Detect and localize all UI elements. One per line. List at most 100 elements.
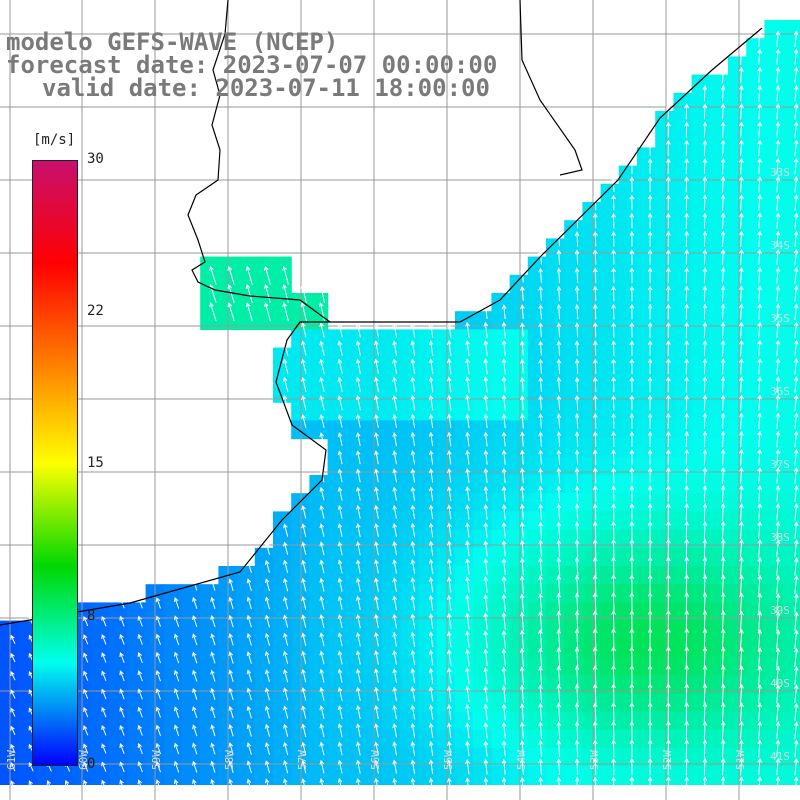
wind-arrow — [337, 340, 343, 356]
wind-arrow — [702, 430, 708, 448]
wind-arrow — [757, 321, 762, 339]
wind-speed-cell — [382, 365, 401, 385]
wind-arrow — [702, 592, 708, 614]
wind-arrow — [228, 778, 234, 792]
wind-arrow — [757, 647, 763, 668]
wind-arrow — [264, 302, 271, 322]
wind-speed-cell — [618, 311, 638, 330]
wind-speed-cell — [637, 165, 656, 185]
wind-speed-cell — [345, 529, 365, 549]
wind-speed-cell — [473, 456, 492, 476]
wind-arrow — [465, 540, 470, 557]
wind-speed-cell — [182, 620, 201, 640]
wind-arrow — [465, 449, 470, 465]
wind-speed-cell — [455, 566, 474, 585]
wind-arrow — [720, 466, 726, 484]
wind-arrow — [647, 412, 653, 429]
wind-arrow — [137, 742, 143, 755]
wind-arrow — [556, 285, 562, 302]
wind-speed-cell — [600, 183, 620, 203]
wind-arrow — [410, 722, 416, 738]
wind-arrow — [283, 632, 289, 646]
wind-speed-cell — [473, 638, 492, 658]
wind-arrow — [647, 503, 653, 521]
wind-arrow — [611, 503, 616, 521]
wind-arrow — [684, 103, 689, 120]
wind-arrow — [465, 722, 470, 739]
wind-speed-cell — [418, 638, 438, 658]
wind-speed-cell — [200, 638, 219, 658]
wind-speed-cell — [764, 584, 784, 603]
wind-speed-cell — [0, 711, 19, 731]
wind-speed-cell — [782, 711, 800, 731]
wind-speed-cell — [200, 693, 219, 713]
wind-arrow — [410, 504, 416, 520]
wind-arrow — [392, 668, 397, 683]
wind-arrow — [355, 376, 361, 393]
colorbar-tick-8: 8 — [87, 608, 96, 624]
wind-arrow — [245, 265, 253, 285]
wind-speed-cell — [746, 584, 765, 603]
wind-arrow — [702, 646, 708, 669]
wind-arrow — [264, 265, 271, 285]
wind-arrow — [319, 394, 325, 411]
wind-arrow — [592, 776, 598, 794]
colorbar-unit: [m/s] — [33, 132, 76, 148]
wind-arrow — [647, 574, 653, 596]
wind-arrow — [101, 779, 107, 791]
wind-arrow — [757, 394, 762, 411]
wind-arrow — [520, 322, 525, 338]
wind-speed-cell — [309, 620, 329, 640]
wind-speed-cell — [746, 657, 765, 676]
wind-arrow — [392, 577, 397, 592]
wind-arrow — [556, 647, 562, 668]
wind-speed-cell — [600, 711, 620, 731]
wind-speed-cell — [709, 693, 729, 713]
wind-arrow — [155, 633, 161, 645]
wind-speed-cell — [345, 384, 365, 403]
wind-arrow — [520, 776, 525, 793]
wind-speed-cell — [327, 420, 347, 440]
wind-arrow — [574, 303, 580, 320]
wind-arrow — [684, 212, 689, 229]
wind-arrow — [702, 230, 708, 247]
wind-arrow — [428, 649, 434, 666]
wind-arrow — [264, 560, 270, 573]
wind-speed-cell — [618, 456, 638, 476]
wind-speed-cell — [473, 438, 492, 458]
wind-arrow — [83, 743, 89, 754]
wind-arrow — [647, 230, 653, 247]
wind-speed-cell — [36, 766, 56, 785]
wind-arrow — [301, 340, 307, 356]
wind-arrow — [775, 84, 781, 102]
wind-speed-cell — [200, 657, 219, 676]
wind-speed-cell — [345, 657, 365, 676]
wind-arrow — [592, 758, 598, 776]
wind-speed-cell — [673, 402, 693, 421]
wind-speed-cell — [364, 711, 383, 731]
wind-speed-cell — [364, 529, 383, 549]
wind-arrow — [83, 652, 89, 663]
wind-arrow — [209, 302, 217, 322]
longitude-label: 60W — [77, 750, 90, 770]
wind-speed-cell — [182, 711, 201, 731]
wind-arrow — [319, 322, 325, 338]
wind-speed-cell — [637, 456, 656, 476]
wind-arrow — [574, 776, 580, 793]
wind-arrow — [465, 612, 470, 630]
wind-speed-cell — [709, 438, 729, 458]
wind-arrow — [447, 413, 452, 429]
wind-speed-cell — [254, 693, 274, 713]
wind-arrow — [702, 538, 708, 558]
wind-speed-cell — [782, 274, 800, 294]
wind-speed-cell — [400, 657, 420, 676]
wind-arrow — [629, 776, 635, 794]
wind-speed-cell — [673, 238, 693, 258]
wind-speed-cell — [0, 748, 19, 767]
wind-arrow — [483, 467, 489, 483]
wind-speed-cell — [546, 729, 565, 749]
wind-speed-cell — [527, 657, 547, 676]
wind-speed-cell — [564, 638, 583, 658]
wind-arrow — [720, 358, 726, 375]
wind-arrow — [520, 340, 525, 356]
